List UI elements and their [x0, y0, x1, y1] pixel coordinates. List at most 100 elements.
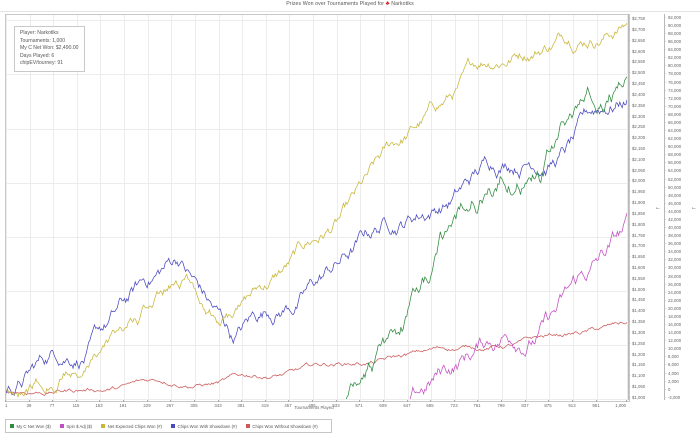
legend-item[interactable]: Chips Won With Showdown (#) — [170, 423, 237, 429]
player-info-box: Player: Narkotiks Tournaments: 1,000 My C … — [14, 26, 85, 72]
x-axis-tick-label: 39 — [26, 403, 32, 408]
x-axis-tick-mark — [501, 400, 502, 402]
right-axis-cursor-arrow-icon: ← — [691, 205, 697, 211]
gridline-vertical — [100, 15, 101, 401]
plot-area[interactable] — [5, 14, 630, 402]
y-axis-tick-label: - $2,600 — [629, 48, 646, 54]
y-axis-tick-label: - $1,350 — [629, 319, 646, 325]
y-axis-tick-label: - $2,500 — [629, 70, 646, 76]
x-axis-tick-mark — [241, 400, 242, 402]
x-axis-tick-label: 77 — [49, 403, 55, 408]
title-divider — [0, 11, 700, 12]
x-axis-tick-label: 229 — [143, 403, 151, 408]
x-axis: 1 39 77 115 153 191 229 267 305 343 381 419 457 495 53… — [5, 400, 628, 412]
x-axis-tick-mark — [170, 400, 171, 402]
y-axis-tick-label: - $1,300 — [629, 329, 646, 335]
y-axis-tick-label: - $2,000 — [629, 178, 646, 184]
y-axis-tick-label: - $1,250 — [629, 340, 646, 346]
gridline-vertical — [289, 15, 290, 401]
y-axis-tick-label: -38,000 — [665, 233, 682, 239]
y-axis-tick-label: -30,000 — [665, 265, 682, 271]
left-value-axis-line — [628, 14, 629, 400]
player-name-title: Narkotiks — [391, 1, 414, 7]
y-axis-tick-label: -72,000 — [665, 95, 682, 101]
legend-label: Chips Won With Showdown (#) — [177, 423, 237, 429]
x-axis-tick-mark — [383, 400, 384, 402]
legend-item[interactable]: Chips Won Without Showdown (#) — [245, 423, 318, 429]
y-axis-tick-label: -80,000 — [665, 63, 682, 69]
y-axis-tick-label: - $2,400 — [629, 91, 646, 97]
x-axis-tick-mark — [29, 400, 30, 402]
gridline-vertical — [242, 15, 243, 401]
x-axis-tick-mark — [288, 400, 289, 402]
y-axis-tick-label: -36,000 — [665, 241, 682, 247]
legend-item[interactable]: My C Net Won ($) — [10, 424, 51, 429]
x-axis-tick-label: 913 — [568, 403, 576, 408]
y-axis-tick-label: -74,000 — [665, 87, 682, 93]
y-axis-tick-label: - $2,650 — [629, 37, 646, 43]
gridline-vertical — [455, 15, 456, 401]
gridline-vertical — [627, 15, 628, 401]
y-axis-tick-label: - $2,150 — [629, 146, 646, 151]
legend-label: Net Expected Chips Won (#) — [107, 423, 162, 429]
y-axis-tick-label: - $1,950 — [629, 189, 646, 195]
y-axis-tick-label: -82,000 — [665, 55, 682, 61]
legend-item[interactable]: Net Expected Chips Won (#) — [101, 424, 162, 429]
gridline-vertical — [431, 15, 432, 401]
x-axis-tick-label: 533 — [332, 403, 340, 408]
y-axis-tick-label: -8,000 — [665, 354, 679, 360]
club-suit-icon: ♣ — [385, 1, 390, 7]
y-axis-tick-label: - $1,600 — [629, 264, 646, 270]
x-axis-tick-mark — [596, 400, 597, 402]
x-axis-tick-label: 419 — [261, 403, 269, 408]
y-axis-tick-label: -48,000 — [665, 192, 682, 198]
legend-color-swatch — [245, 424, 250, 428]
y-axis-tick-label: - $1,000 — [629, 394, 646, 400]
y-axis-tick-label: -40,000 — [665, 225, 682, 231]
y-axis-tick-label: -92,000 — [665, 14, 682, 20]
gridline-vertical — [30, 15, 31, 401]
info-row: Player: Narkotiks — [20, 30, 59, 36]
series-line — [346, 76, 627, 399]
y-axis-tick-label: - $2,550 — [629, 59, 646, 65]
y-axis-tick-label: -32,000 — [665, 257, 682, 263]
y-axis-tick-label: -66,000 — [665, 119, 682, 125]
y-axis-tick-label: - $1,500 — [629, 286, 646, 292]
x-axis-tick-label: 381 — [237, 403, 245, 408]
y-axis-tick-label: -16,000 — [665, 322, 682, 328]
chart-legend[interactable]: My C Net Won ($) Spin $ Adj ($) Net Expect… — [5, 419, 332, 433]
legend-item[interactable]: Spin $ Adj ($) — [59, 423, 93, 429]
legend-color-swatch — [59, 424, 64, 428]
legend-label: Spin $ Adj ($) — [66, 423, 93, 429]
y-axis-tick-label: -12,000 — [665, 338, 682, 344]
x-axis-tick-mark — [147, 400, 148, 402]
x-axis-tick-label: 267 — [166, 403, 174, 408]
gridline-horizontal — [6, 183, 629, 184]
x-axis-tick-mark — [454, 400, 455, 402]
gridline-vertical — [6, 15, 7, 401]
left-axis-cursor-arrow-icon: ← — [655, 205, 661, 211]
y-axis-tick-label: - $2,050 — [629, 167, 646, 173]
gridline-vertical — [597, 15, 598, 401]
gridline-vertical — [384, 15, 385, 401]
gridline-vertical — [408, 15, 409, 401]
y-axis-tick-label: - $2,350 — [629, 102, 646, 108]
gridline-horizontal — [6, 399, 629, 400]
y-axis-tick-label: - $1,550 — [629, 275, 646, 281]
title-text: Prizes Won over Tournaments Played for — [286, 1, 385, 7]
x-axis-tick-mark — [5, 400, 6, 402]
info-row: My C Net Won: $2,490.00 — [20, 45, 79, 52]
y-axis-tick-label: - $1,150 — [629, 362, 646, 368]
y-axis-tick-label: -60,000 — [665, 144, 682, 150]
y-axis-tick-label: - $1,400 — [629, 308, 646, 314]
gridline-vertical — [526, 15, 527, 401]
x-axis-tick-mark — [52, 400, 53, 402]
y-axis-tick-label: - $1,850 — [629, 210, 646, 216]
y-axis-tick-label: - $2,300 — [629, 113, 646, 119]
legend-label: Chips Won Without Showdown (#) — [252, 423, 318, 429]
y-axis-tick-label: -2,000 — [665, 378, 679, 384]
y-axis-tick-label: -84,000 — [665, 47, 682, 53]
x-axis-tick-label: 305 — [190, 403, 198, 408]
info-row: Tournaments: 1,000 — [20, 37, 66, 44]
y-axis-tick-label: - $2,700 — [629, 27, 646, 33]
